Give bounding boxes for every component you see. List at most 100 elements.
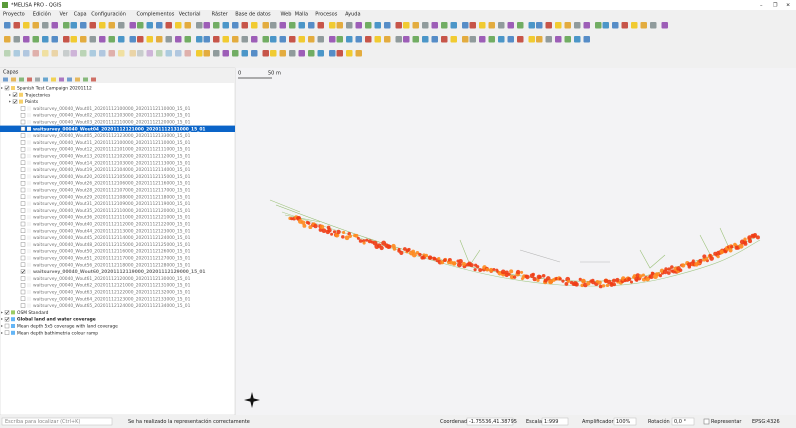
tool-button[interactable] xyxy=(280,50,287,57)
layer-checkbox[interactable] xyxy=(21,283,25,287)
tool-button[interactable] xyxy=(508,22,515,29)
tool-button[interactable] xyxy=(584,36,591,43)
tool-button[interactable] xyxy=(71,22,78,29)
tool-button[interactable] xyxy=(175,36,182,43)
layer-name[interactable]: waitsurvey_00040_Wout02_20201112103000_2… xyxy=(33,113,191,119)
layer-name[interactable]: waitsurvey_00040_Wout12_20201112101000_2… xyxy=(33,147,191,153)
tool-button[interactable] xyxy=(413,22,420,29)
layer-name[interactable]: waitsurvey_00040_Wout40_20201112112000_2… xyxy=(33,222,191,228)
tool-button[interactable] xyxy=(130,36,137,43)
tool-button[interactable] xyxy=(33,36,40,43)
layer-name[interactable]: waitsurvey_00040_Wout62_20201112121000_2… xyxy=(33,283,191,289)
layer-checkbox[interactable] xyxy=(21,127,25,131)
layer-checkbox[interactable] xyxy=(21,215,25,219)
tool-button[interactable] xyxy=(270,22,277,29)
layer-name[interactable]: waitsurvey_00040_Wout19_20201112104000_2… xyxy=(33,167,191,173)
tool-button[interactable] xyxy=(4,36,11,43)
tool-button[interactable] xyxy=(14,36,21,43)
layer-checkbox[interactable] xyxy=(21,154,25,158)
tool-button[interactable] xyxy=(584,22,591,29)
tool-button[interactable] xyxy=(242,22,249,29)
tool-button[interactable] xyxy=(318,50,325,57)
tool-button[interactable] xyxy=(555,22,562,29)
tool-button[interactable] xyxy=(137,50,144,57)
tool-button[interactable] xyxy=(289,22,296,29)
panel-tool[interactable] xyxy=(59,78,64,82)
tool-button[interactable] xyxy=(546,22,553,29)
panel-tool[interactable] xyxy=(43,78,48,82)
tool-button[interactable] xyxy=(529,36,536,43)
tool-button[interactable] xyxy=(479,22,486,29)
tool-button[interactable] xyxy=(650,22,657,29)
tool-button[interactable] xyxy=(280,22,287,29)
tool-button[interactable] xyxy=(63,50,70,57)
layer-name[interactable]: waitsurvey_00040_Wout48_20201112115000_2… xyxy=(33,242,191,248)
layer-checkbox[interactable] xyxy=(21,229,25,233)
tool-button[interactable] xyxy=(631,22,638,29)
menu-item[interactable]: Web xyxy=(281,12,292,18)
layer-name[interactable]: Trajectories xyxy=(24,92,51,98)
tool-button[interactable] xyxy=(396,36,403,43)
tool-button[interactable] xyxy=(42,22,49,29)
tool-button[interactable] xyxy=(603,22,610,29)
layer-checkbox[interactable] xyxy=(5,324,9,328)
tool-button[interactable] xyxy=(498,22,505,29)
layer-name[interactable]: waitsurvey_00040_Wout35_20201112110000_2… xyxy=(33,208,191,214)
tool-button[interactable] xyxy=(536,36,543,43)
layer-name[interactable]: waitsurvey_00040_Wout61_20201112120000_2… xyxy=(33,276,191,282)
layer-name[interactable]: waitsurvey_00040_Wout29_20201112108000_2… xyxy=(33,194,191,200)
menu-item[interactable]: Procesos xyxy=(315,12,337,18)
layer-checkbox[interactable] xyxy=(21,290,25,294)
layer-name[interactable]: waitsurvey_00040_Wout65_20201112124000_2… xyxy=(33,303,191,309)
layer-name[interactable]: Global land and water coverage xyxy=(17,317,96,323)
layer-name[interactable]: waitsurvey_00040_Wout60_20201112119000_2… xyxy=(33,269,205,275)
layer-name[interactable]: waitsurvey_00040_Wout11_20201112100000_2… xyxy=(33,140,191,146)
tool-button[interactable] xyxy=(213,50,220,57)
tool-button[interactable] xyxy=(223,36,230,43)
tool-button[interactable] xyxy=(80,36,87,43)
tool-button[interactable] xyxy=(175,22,182,29)
menu-item[interactable]: Capa xyxy=(74,12,87,18)
menu-item[interactable]: Ayuda xyxy=(345,12,360,18)
layer-checkbox[interactable] xyxy=(21,147,25,151)
layer-name[interactable]: waitsurvey_00040_Wout51_20201112117000_2… xyxy=(33,256,191,262)
tool-button[interactable] xyxy=(479,36,486,43)
tool-button[interactable] xyxy=(318,36,325,43)
tool-button[interactable] xyxy=(156,50,163,57)
panel-tool[interactable] xyxy=(19,78,24,82)
tool-button[interactable] xyxy=(109,22,116,29)
layer-name[interactable]: waitsurvey_00040_Wout64_20201112123000_2… xyxy=(33,296,191,302)
tool-button[interactable] xyxy=(555,36,562,43)
tool-button[interactable] xyxy=(63,22,70,29)
tool-button[interactable] xyxy=(99,36,106,43)
panel-tool[interactable] xyxy=(35,78,40,82)
tool-button[interactable] xyxy=(375,36,382,43)
tool-button[interactable] xyxy=(33,50,40,57)
tool-button[interactable] xyxy=(196,50,203,57)
tool-button[interactable] xyxy=(118,36,125,43)
layer-name[interactable]: waitsurvey_00040_Wout01_20201112100000_2… xyxy=(33,106,191,112)
tool-button[interactable] xyxy=(204,22,211,29)
tool-button[interactable] xyxy=(595,22,602,29)
panel-tool[interactable] xyxy=(83,78,88,82)
layer-name[interactable]: waitsurvey_00040_Wout13_20201112102000_2… xyxy=(33,154,191,160)
tool-button[interactable] xyxy=(175,50,182,57)
menu-item[interactable]: Edición xyxy=(33,11,51,18)
layer-name[interactable]: waitsurvey_00040_Wout50_20201112116000_2… xyxy=(33,249,191,255)
tool-button[interactable] xyxy=(270,50,277,57)
panel-tool[interactable] xyxy=(75,78,80,82)
layer-name[interactable]: waitsurvey_00040_Wout26_20201112106000_2… xyxy=(33,181,191,187)
tool-button[interactable] xyxy=(33,22,40,29)
layer-checkbox[interactable] xyxy=(21,188,25,192)
layer-checkbox[interactable] xyxy=(21,304,25,308)
tool-button[interactable] xyxy=(396,22,403,29)
tool-button[interactable] xyxy=(546,36,553,43)
tool-button[interactable] xyxy=(337,36,344,43)
map-canvas[interactable] xyxy=(236,68,796,415)
tool-button[interactable] xyxy=(90,36,97,43)
tool-button[interactable] xyxy=(441,22,448,29)
close-button[interactable]: ✕ xyxy=(786,3,790,9)
tool-button[interactable] xyxy=(470,36,477,43)
tool-button[interactable] xyxy=(356,36,363,43)
render-checkbox[interactable] xyxy=(704,419,709,424)
